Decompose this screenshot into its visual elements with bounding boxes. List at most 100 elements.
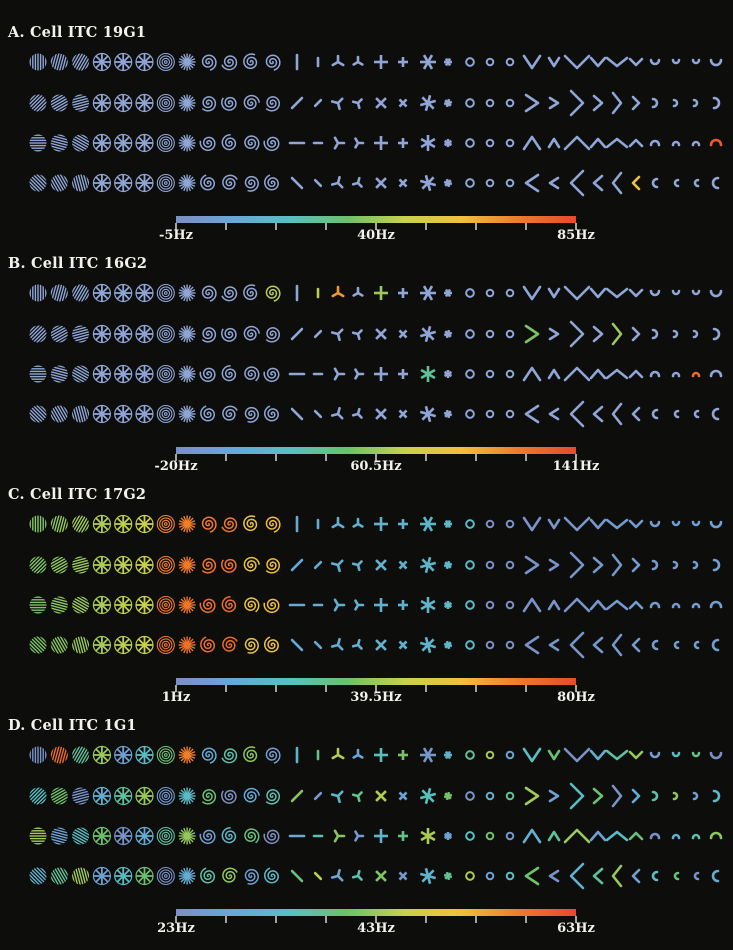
grating-stimulus	[114, 745, 133, 765]
panel-d: D. Cell ITC 1G1 23Hz 43Hz 63Hz	[0, 715, 733, 947]
corner-stimulus	[709, 58, 723, 67]
segment-stimulus	[485, 98, 495, 108]
colorbar-max-label: 141Hz	[552, 459, 600, 474]
grating-stimulus	[221, 133, 237, 151]
grating-stimulus	[70, 554, 92, 576]
corner-stimulus	[548, 558, 560, 572]
segment-stimulus	[420, 135, 436, 151]
corner-stimulus	[589, 518, 607, 530]
corner-stimulus	[709, 831, 723, 840]
segment-stimulus	[505, 369, 515, 379]
corner-stimulus	[547, 749, 561, 761]
stimulus-row	[25, 551, 721, 579]
corner-stimulus	[563, 135, 591, 151]
corner-stimulus	[547, 830, 561, 842]
segment-stimulus	[465, 640, 475, 650]
corner-stimulus	[649, 370, 661, 378]
corner-stimulus	[693, 871, 700, 881]
corner-stimulus	[563, 516, 591, 532]
panel-title: D. Cell ITC 1G1	[8, 717, 137, 734]
corner-stimulus	[605, 599, 629, 611]
corner-stimulus	[692, 560, 699, 570]
grating-stimulus	[200, 405, 216, 422]
segment-stimulus	[290, 176, 304, 190]
corner-stimulus	[605, 287, 629, 299]
segment-stimulus	[419, 636, 437, 654]
grating-stimulus	[47, 322, 71, 346]
grating-stimulus	[199, 136, 216, 152]
corner-stimulus	[547, 599, 561, 611]
grating-stimulus	[263, 136, 280, 152]
panel-title: B. Cell ITC 16G2	[8, 255, 148, 272]
grating-stimulus	[243, 53, 258, 70]
grating-stimulus	[156, 786, 175, 806]
corner-stimulus	[563, 54, 591, 70]
segment-stimulus	[485, 409, 495, 419]
corner-stimulus	[709, 138, 723, 147]
segment-stimulus	[375, 408, 387, 420]
corner-stimulus	[589, 599, 607, 611]
grating-stimulus	[156, 173, 175, 193]
grating-stimulus	[114, 826, 133, 846]
segment-stimulus	[330, 175, 344, 189]
segment-stimulus	[374, 286, 388, 300]
segment-stimulus	[313, 178, 323, 188]
grating-stimulus	[135, 745, 154, 765]
segment-stimulus	[505, 560, 515, 570]
segment-stimulus	[465, 519, 475, 529]
segment-stimulus	[465, 750, 475, 760]
segment-stimulus	[505, 871, 515, 881]
segment-stimulus	[505, 329, 515, 339]
corner-stimulus	[592, 94, 604, 112]
corner-stimulus	[605, 368, 629, 380]
corner-stimulus	[691, 602, 701, 609]
corner-stimulus	[631, 406, 641, 422]
grating-stimulus	[156, 866, 175, 886]
segment-stimulus	[313, 329, 323, 339]
corner-stimulus	[691, 140, 701, 147]
segment-stimulus	[420, 828, 436, 844]
corner-stimulus	[709, 751, 723, 760]
grating-stimulus	[244, 868, 259, 885]
grating-stimulus	[244, 637, 259, 654]
corner-stimulus	[651, 177, 659, 189]
segment-stimulus	[374, 367, 388, 381]
stimulus-row	[29, 131, 723, 155]
colorbar-max-label: 63Hz	[557, 921, 595, 936]
segment-stimulus	[352, 748, 364, 759]
segment-stimulus	[290, 558, 304, 572]
corner-stimulus	[628, 369, 644, 379]
corner-stimulus	[691, 833, 701, 840]
grating-stimulus	[221, 364, 237, 382]
grating-stimulus	[265, 285, 281, 302]
grating-stimulus	[92, 866, 112, 886]
stimulus-row	[29, 743, 723, 767]
grating-stimulus	[221, 286, 238, 302]
grating-stimulus	[25, 321, 51, 347]
grating-stimulus	[221, 327, 237, 342]
grating-stimulus	[221, 558, 237, 573]
corner-stimulus	[569, 400, 585, 428]
grating-stimulus	[156, 635, 175, 655]
grating-stimulus	[201, 789, 217, 805]
segment-stimulus	[398, 640, 408, 650]
segment-stimulus	[375, 97, 387, 109]
grating-stimulus	[29, 596, 47, 614]
grating-stimulus	[114, 595, 133, 615]
segment-stimulus	[485, 178, 495, 188]
corner-stimulus	[589, 749, 607, 761]
grating-stimulus	[264, 867, 279, 884]
segment-stimulus	[351, 791, 363, 803]
corner-stimulus	[711, 407, 720, 421]
grating-stimulus	[178, 596, 196, 614]
segment-stimulus	[290, 869, 304, 883]
corner-stimulus	[569, 169, 585, 197]
corner-stimulus	[592, 787, 604, 805]
panel-c: C. Cell ITC 17G2 1Hz 39.5Hz 80Hz	[0, 484, 733, 716]
grating-stimulus	[135, 595, 154, 615]
segment-stimulus	[352, 55, 364, 66]
corner-stimulus	[547, 518, 561, 530]
segment-stimulus	[419, 325, 437, 343]
segment-stimulus	[443, 640, 453, 650]
segment-stimulus	[420, 285, 436, 301]
